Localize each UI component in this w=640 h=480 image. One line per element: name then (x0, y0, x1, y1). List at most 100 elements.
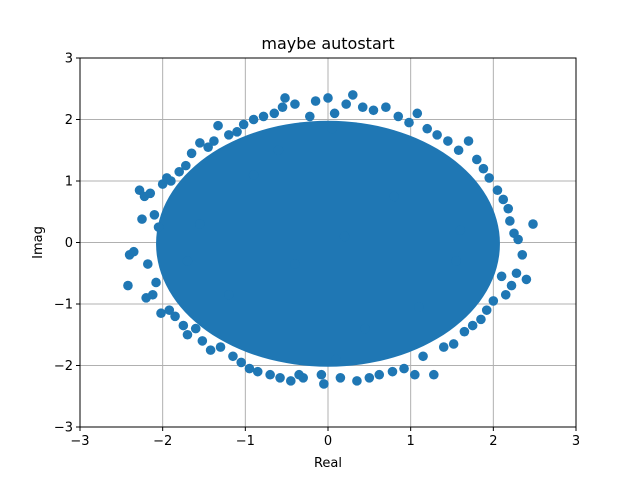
scatter-point (224, 289, 234, 300)
scatter-point (414, 302, 424, 312)
scatter-point (476, 314, 486, 325)
scatter-point (238, 119, 249, 130)
scatter-point (341, 99, 351, 109)
x-tick-label: −2 (153, 434, 172, 449)
y-tick-label: 0 (65, 236, 73, 251)
scatter-point (174, 166, 184, 177)
scatter-point (517, 250, 528, 260)
scatter-point (455, 225, 466, 235)
scatter-point (492, 185, 503, 196)
scatter-point (484, 173, 495, 183)
chart-title: maybe autostart (261, 34, 394, 53)
scatter-point (290, 99, 300, 109)
scatter-point (310, 96, 321, 106)
scatter-point (145, 188, 156, 199)
scatter-point (335, 373, 346, 383)
scatter-point (511, 268, 522, 279)
scatter-point (348, 90, 358, 100)
scatter-point (339, 231, 350, 242)
scatter-point (298, 373, 309, 383)
scatter-point (360, 323, 371, 334)
scatter-point (280, 93, 290, 103)
scatter-point (498, 194, 509, 205)
scatter-point (258, 111, 269, 122)
scatter-point (224, 130, 234, 140)
scatter-point (418, 351, 428, 362)
scatter-point (463, 136, 474, 146)
scatter-point (496, 271, 507, 282)
scatter-point (213, 120, 223, 131)
scatter-point (364, 373, 375, 383)
scatter-point (215, 342, 226, 352)
y-tick-label: 2 (65, 113, 73, 128)
scatter-point (248, 114, 259, 125)
y-tick-label: 1 (65, 175, 73, 190)
scatter-point (265, 369, 275, 380)
x-tick-label: 0 (324, 434, 332, 449)
scatter-point (521, 274, 532, 285)
scatter-point (151, 277, 161, 288)
scatter-point (472, 154, 482, 165)
scatter-point (232, 127, 242, 137)
scatter-point (182, 329, 193, 340)
scatter-point (305, 111, 315, 122)
scatter-point (182, 256, 193, 266)
scatter-point (513, 234, 523, 245)
scatter-point (410, 369, 420, 380)
y-tick-label: −1 (54, 298, 73, 313)
x-tick-label: −1 (236, 434, 255, 449)
scatter-point (393, 111, 404, 122)
scatter-point (149, 210, 160, 220)
scatter-point (123, 280, 133, 291)
scatter-point (412, 108, 423, 119)
scatter-point (164, 305, 175, 315)
scatter-point (443, 136, 453, 146)
scatter-point (186, 148, 197, 159)
scatter-point (128, 246, 139, 257)
scatter-point (331, 354, 342, 365)
scatter-point (374, 369, 385, 380)
scatter-point (195, 219, 205, 229)
scatter-point (451, 256, 461, 266)
scatter-point (252, 366, 263, 377)
scatter-point (142, 259, 153, 269)
scatter-point (178, 320, 189, 331)
scatter-point (381, 102, 391, 112)
scatter-point (323, 93, 333, 103)
scatter-point (269, 108, 280, 119)
x-axis-label: Real (314, 456, 342, 471)
scatter-point (205, 345, 216, 355)
scatter-point (327, 123, 337, 134)
x-tick-label: 2 (489, 434, 497, 449)
scatter-point (357, 102, 368, 112)
scatter-point (137, 214, 147, 224)
scatter-point (488, 296, 499, 306)
scatter-points (123, 90, 538, 389)
scatter-point (236, 357, 246, 368)
scatter-point (170, 311, 180, 322)
scatter-point (399, 363, 409, 374)
x-axis-ticks: −3 −2 −1 0 1 2 3 (70, 427, 580, 449)
y-tick-label: −3 (54, 421, 73, 436)
scatter-point (290, 259, 300, 269)
scatter-point (422, 123, 433, 134)
scatter-point (481, 305, 492, 315)
scatter-point (197, 336, 208, 346)
scatter-point (153, 222, 164, 232)
scatter-point (273, 145, 284, 156)
scatter-point (506, 280, 517, 291)
scatter-point (166, 176, 176, 186)
scatter-point (448, 339, 459, 349)
y-axis-label: Imag (31, 226, 46, 259)
x-tick-label: −3 (70, 434, 89, 449)
scatter-point (500, 289, 511, 300)
scatter-point (505, 216, 515, 226)
scatter-point (181, 160, 191, 171)
scatter-point (453, 145, 464, 156)
scatter-point (319, 379, 329, 389)
scatter-point (429, 369, 439, 380)
scatter-point (316, 369, 327, 380)
scatter-point (467, 320, 478, 331)
x-tick-label: 3 (572, 434, 580, 449)
